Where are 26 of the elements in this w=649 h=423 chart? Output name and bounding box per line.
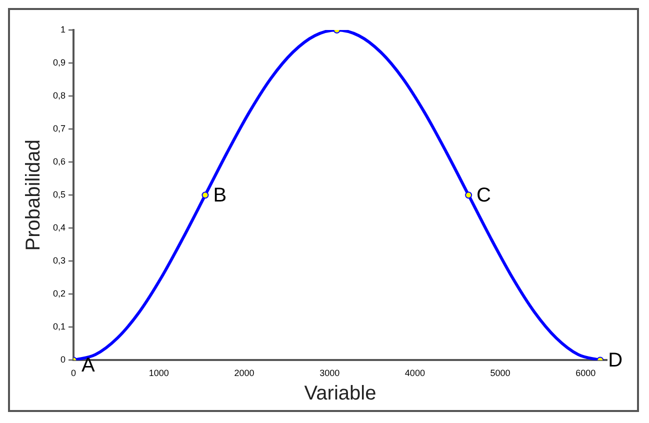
annotation: B [213,184,227,207]
annotation: A [82,354,96,377]
y-tick-label: 0 [60,354,66,365]
y-tick-label: 0,8 [52,90,66,101]
x-tick-label: 5000 [490,368,510,378]
point [202,192,209,199]
annotation: D [608,350,623,372]
y-tick-label: 0,4 [52,222,66,233]
point [465,192,472,199]
y-tick-label: 0,6 [52,156,66,167]
x-tick-label: 0 [71,368,76,378]
x-tick-label: 6000 [576,368,596,378]
y-axis-title: Probabilidad [22,140,45,251]
x-tick-label: 3000 [320,368,340,378]
y-tick-label: 0,1 [52,322,66,332]
y-tick-label: 0,5 [52,190,66,200]
y-tick-label: 0,9 [52,58,66,68]
x-tick-label: 4000 [404,368,425,378]
x-tick-label: 1000 [148,368,169,378]
y-tick-label: 0,3 [52,256,66,266]
y-tick-label: 0,2 [52,288,66,299]
y-tick-label: 1 [60,24,66,34]
annotation: C [476,184,491,207]
x-tick-label: 2000 [234,368,254,378]
x-axis-title: Variable [304,382,376,405]
y-tick-label: 0,7 [52,124,66,134]
